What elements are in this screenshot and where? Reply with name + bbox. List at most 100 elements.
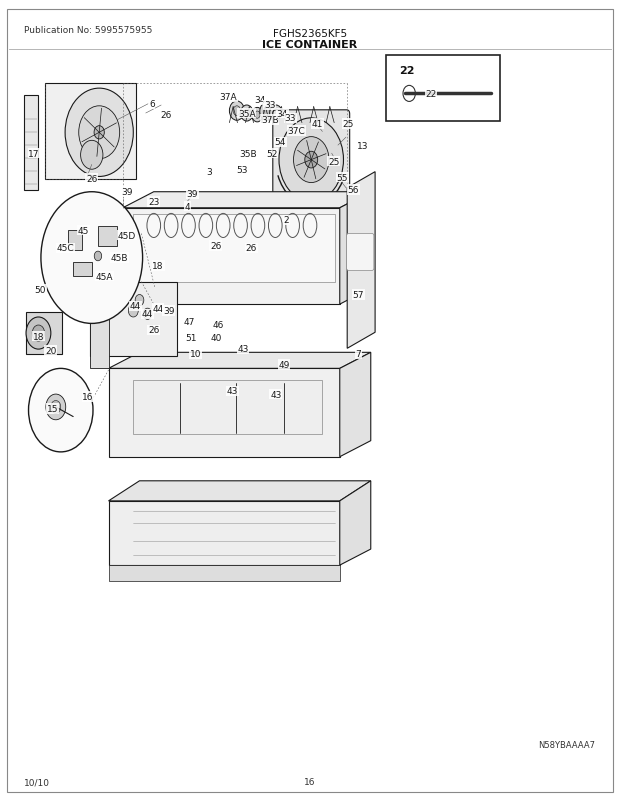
Circle shape bbox=[51, 401, 61, 414]
Text: 45C: 45C bbox=[56, 244, 74, 253]
Text: 10: 10 bbox=[190, 350, 201, 359]
Polygon shape bbox=[108, 565, 340, 581]
Text: 18: 18 bbox=[153, 261, 164, 271]
Text: 39: 39 bbox=[187, 189, 198, 199]
Circle shape bbox=[229, 102, 244, 121]
Circle shape bbox=[260, 103, 273, 121]
Text: 39: 39 bbox=[163, 306, 174, 316]
Circle shape bbox=[29, 369, 93, 452]
Text: 26: 26 bbox=[246, 244, 257, 253]
FancyBboxPatch shape bbox=[98, 227, 117, 247]
Text: 20: 20 bbox=[45, 346, 56, 356]
Polygon shape bbox=[340, 192, 371, 305]
FancyBboxPatch shape bbox=[7, 10, 613, 792]
Text: 26: 26 bbox=[86, 174, 97, 184]
Circle shape bbox=[41, 192, 143, 324]
Text: 16: 16 bbox=[82, 392, 94, 402]
Text: 41: 41 bbox=[312, 119, 323, 129]
Polygon shape bbox=[347, 172, 375, 349]
Text: 43: 43 bbox=[270, 390, 281, 399]
Text: 45D: 45D bbox=[118, 231, 136, 241]
Text: 53: 53 bbox=[236, 165, 247, 175]
Circle shape bbox=[26, 318, 51, 350]
Circle shape bbox=[135, 295, 144, 306]
Circle shape bbox=[233, 107, 241, 116]
Polygon shape bbox=[108, 353, 371, 369]
Text: 26: 26 bbox=[210, 241, 221, 251]
Polygon shape bbox=[108, 481, 371, 501]
Text: 37C: 37C bbox=[288, 127, 305, 136]
Text: 17: 17 bbox=[29, 149, 40, 159]
Text: 40: 40 bbox=[210, 334, 221, 343]
Text: 39: 39 bbox=[122, 188, 133, 197]
Circle shape bbox=[279, 119, 343, 202]
Polygon shape bbox=[68, 231, 82, 250]
Polygon shape bbox=[108, 369, 340, 457]
Text: 25: 25 bbox=[343, 119, 354, 129]
Circle shape bbox=[65, 89, 133, 177]
Text: 4: 4 bbox=[184, 202, 190, 212]
Text: 2: 2 bbox=[283, 216, 290, 225]
Text: 3: 3 bbox=[206, 168, 213, 177]
Text: FGHS2365KF5: FGHS2365KF5 bbox=[273, 29, 347, 38]
Text: 45: 45 bbox=[78, 226, 89, 236]
Text: 22: 22 bbox=[399, 66, 415, 75]
Text: 34: 34 bbox=[277, 109, 288, 119]
Circle shape bbox=[128, 305, 138, 318]
Text: 37B: 37B bbox=[261, 115, 278, 125]
Text: 52: 52 bbox=[266, 149, 277, 159]
FancyBboxPatch shape bbox=[26, 313, 62, 354]
Text: 47: 47 bbox=[184, 318, 195, 327]
Text: 54: 54 bbox=[275, 138, 286, 148]
Circle shape bbox=[81, 141, 103, 170]
FancyBboxPatch shape bbox=[347, 234, 374, 271]
Polygon shape bbox=[340, 481, 371, 565]
Polygon shape bbox=[73, 263, 92, 277]
Text: 35A: 35A bbox=[238, 109, 255, 119]
Text: 6: 6 bbox=[149, 99, 155, 109]
Text: ICE CONTAINER: ICE CONTAINER bbox=[262, 40, 358, 50]
Text: 43: 43 bbox=[227, 387, 238, 396]
FancyBboxPatch shape bbox=[45, 83, 136, 180]
Text: 18: 18 bbox=[33, 332, 44, 342]
FancyBboxPatch shape bbox=[386, 56, 500, 122]
Polygon shape bbox=[133, 215, 335, 282]
Text: 57: 57 bbox=[353, 290, 364, 300]
Circle shape bbox=[263, 107, 270, 116]
Polygon shape bbox=[123, 192, 371, 209]
Text: 15: 15 bbox=[47, 404, 58, 414]
Text: 23: 23 bbox=[148, 197, 159, 207]
Circle shape bbox=[46, 395, 66, 420]
Text: Publication No: 5995575955: Publication No: 5995575955 bbox=[24, 26, 152, 35]
Circle shape bbox=[293, 137, 329, 184]
Text: 26: 26 bbox=[148, 326, 159, 335]
Circle shape bbox=[79, 107, 120, 160]
Text: 22: 22 bbox=[425, 90, 436, 99]
Text: 49: 49 bbox=[278, 360, 290, 370]
Circle shape bbox=[252, 108, 263, 123]
Text: 16: 16 bbox=[304, 777, 316, 787]
Text: 45B: 45B bbox=[110, 253, 128, 263]
Circle shape bbox=[94, 252, 102, 261]
Polygon shape bbox=[123, 209, 340, 305]
Text: 45A: 45A bbox=[95, 272, 113, 282]
Polygon shape bbox=[340, 353, 371, 457]
Text: 26: 26 bbox=[161, 111, 172, 120]
Circle shape bbox=[270, 106, 282, 122]
Text: 56: 56 bbox=[348, 185, 359, 195]
Circle shape bbox=[273, 110, 279, 118]
Circle shape bbox=[32, 326, 45, 342]
Circle shape bbox=[305, 152, 317, 168]
Text: 44: 44 bbox=[130, 302, 141, 311]
Polygon shape bbox=[24, 96, 38, 191]
FancyBboxPatch shape bbox=[273, 111, 350, 206]
Text: N58YBAAAA7: N58YBAAAA7 bbox=[538, 739, 595, 749]
Circle shape bbox=[244, 110, 250, 118]
Polygon shape bbox=[133, 381, 322, 435]
Text: 10/10: 10/10 bbox=[24, 777, 50, 787]
Text: 13: 13 bbox=[357, 141, 368, 151]
Text: 33: 33 bbox=[285, 114, 296, 124]
Text: 35B: 35B bbox=[239, 149, 257, 159]
Text: 44: 44 bbox=[142, 310, 153, 319]
Text: 33: 33 bbox=[264, 101, 275, 111]
